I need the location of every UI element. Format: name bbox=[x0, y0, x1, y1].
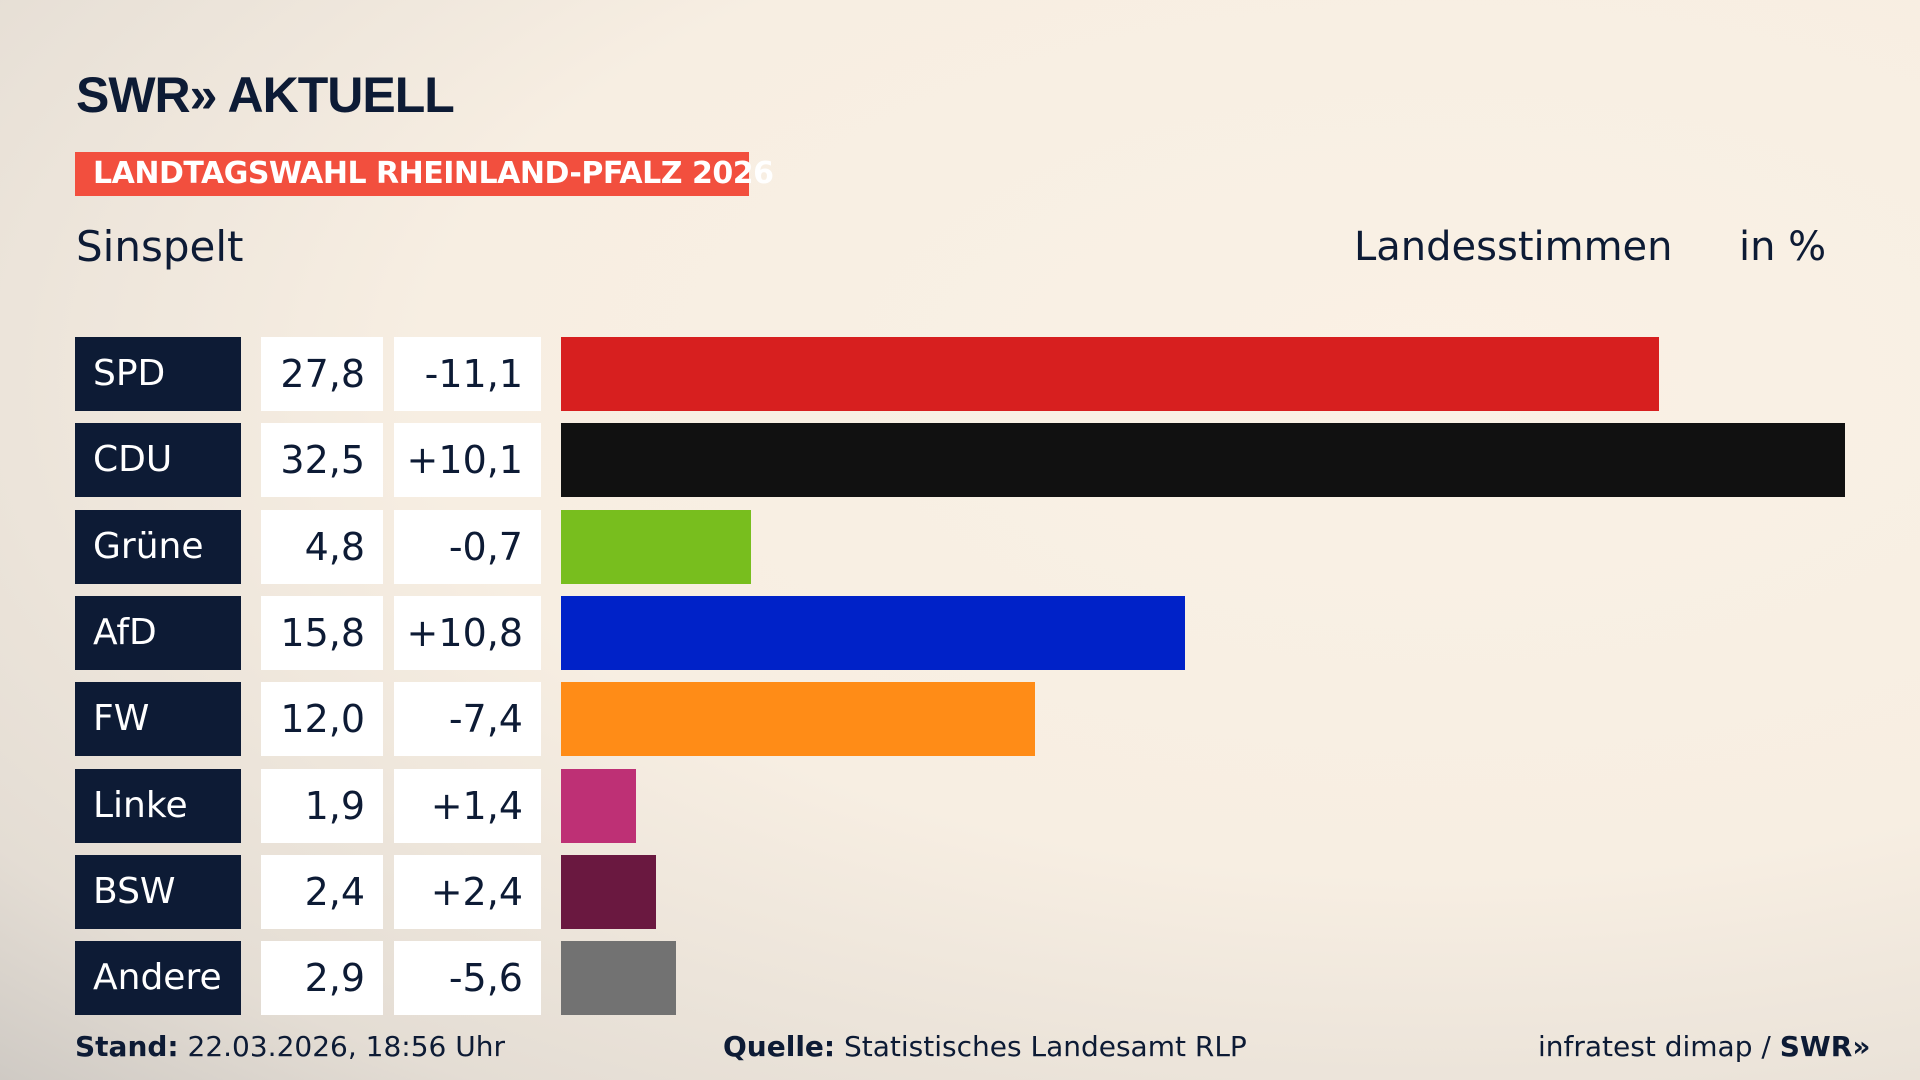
bar-spd bbox=[561, 337, 1660, 411]
diff-label: +10,8 bbox=[394, 595, 541, 670]
bar-row: Andere 2,9 -5,6 bbox=[0, 941, 1920, 1016]
unit-label: in % bbox=[1739, 224, 1827, 270]
election-banner: LANDTAGSWAHL RHEINLAND-PFALZ 2026 bbox=[75, 152, 774, 196]
diff-label: +1,4 bbox=[394, 768, 541, 843]
party-label: CDU bbox=[75, 423, 241, 498]
bar-row: CDU 32,5 +10,1 bbox=[0, 423, 1920, 498]
region-title: Sinspelt bbox=[76, 222, 244, 271]
stand-value: 22.03.2026, 18:56 Uhr bbox=[178, 1030, 505, 1063]
stand-label: Stand: bbox=[75, 1030, 179, 1063]
value-label: 32,5 bbox=[261, 423, 383, 498]
source-value: Statistisches Landesamt RLP bbox=[835, 1030, 1247, 1063]
swr-aktuell-logo: SWR» AKTUELL bbox=[76, 67, 455, 123]
diff-label: -11,1 bbox=[394, 337, 541, 411]
diff-label: -7,4 bbox=[394, 682, 541, 757]
bar-grüne bbox=[561, 509, 751, 584]
party-label: Andere bbox=[75, 941, 241, 1016]
bar-andere bbox=[561, 941, 676, 1016]
party-label: Linke bbox=[75, 768, 241, 843]
bar-row: Linke 1,9 +1,4 bbox=[0, 768, 1920, 843]
value-label: 2,4 bbox=[261, 854, 383, 929]
party-label: FW bbox=[75, 682, 241, 757]
value-label: 1,9 bbox=[261, 768, 383, 843]
footer-credit: infratest dimap / SWR» bbox=[1538, 1030, 1870, 1063]
party-label: AfD bbox=[75, 595, 241, 670]
diff-label: -0,7 bbox=[394, 509, 541, 584]
value-label: 2,9 bbox=[261, 941, 383, 1016]
bar-row: AfD 15,8 +10,8 bbox=[0, 595, 1920, 670]
footer-source: Quelle: Statistisches Landesamt RLP bbox=[723, 1030, 1247, 1063]
credit-text: infratest dimap / bbox=[1538, 1030, 1780, 1063]
party-label: BSW bbox=[75, 854, 241, 929]
swr-logo: SWR» bbox=[1779, 1030, 1871, 1063]
diff-label: -5,6 bbox=[394, 941, 541, 1016]
value-label: 12,0 bbox=[261, 682, 383, 757]
bar-row: BSW 2,4 +2,4 bbox=[0, 854, 1920, 929]
bar-afd bbox=[561, 595, 1186, 670]
value-label: 4,8 bbox=[261, 509, 383, 584]
bar-row: Grüne 4,8 -0,7 bbox=[0, 509, 1920, 584]
bar-row: SPD 27,8 -11,1 bbox=[0, 337, 1920, 411]
bar-row: FW 12,0 -7,4 bbox=[0, 682, 1920, 757]
bar-fw bbox=[561, 682, 1036, 757]
party-label: SPD bbox=[75, 337, 241, 411]
bar-linke bbox=[561, 768, 637, 843]
diff-label: +2,4 bbox=[394, 854, 541, 929]
bar-cdu bbox=[561, 423, 1845, 498]
party-label: Grüne bbox=[75, 509, 241, 584]
bar-bsw bbox=[561, 854, 656, 929]
metric-label: Landesstimmen bbox=[1354, 224, 1673, 270]
source-label: Quelle: bbox=[723, 1030, 836, 1063]
value-label: 15,8 bbox=[261, 595, 383, 670]
footer-stand: Stand: 22.03.2026, 18:56 Uhr bbox=[75, 1030, 505, 1063]
diff-label: +10,1 bbox=[394, 423, 541, 498]
value-label: 27,8 bbox=[261, 337, 383, 411]
